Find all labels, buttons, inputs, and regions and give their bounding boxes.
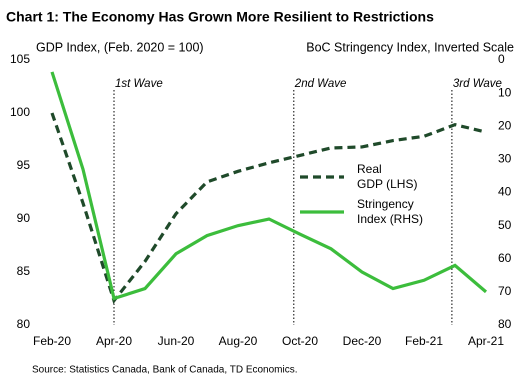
x-tick-label: Apr-20 xyxy=(96,334,132,348)
wave-label: 2nd Wave xyxy=(294,78,347,90)
chart-title: Chart 1: The Economy Has Grown More Resi… xyxy=(6,9,434,25)
legend-label: Real GDP (LHS) xyxy=(357,162,417,191)
y-tick-label: 80 xyxy=(17,317,31,331)
legend-label: Stringency Index (RHS) xyxy=(357,197,423,226)
x-tick-label: Jun-20 xyxy=(158,334,195,348)
y2-tick-label: 10 xyxy=(498,85,512,99)
y-tick-label: 90 xyxy=(17,211,31,225)
x-tick-label: Feb-20 xyxy=(33,334,71,348)
y2-tick-label: 0 xyxy=(498,52,505,66)
x-tick-label: Feb-21 xyxy=(405,334,443,348)
y2-tick-label: 30 xyxy=(498,152,512,166)
series-line xyxy=(50,71,488,301)
x-tick-label: Oct-20 xyxy=(282,334,318,348)
y2-tick-label: 70 xyxy=(498,284,512,298)
y2-tick-label: 60 xyxy=(498,251,512,265)
y2-tick-label: 50 xyxy=(498,218,512,232)
wave-label: 3rd Wave xyxy=(453,78,502,90)
y-axis-label: GDP Index, (Feb. 2020 = 100) xyxy=(36,40,204,54)
source-note: Source: Statistics Canada, Bank of Canad… xyxy=(32,365,298,376)
y-tick-label: 105 xyxy=(10,52,30,66)
x-tick-label: Dec-20 xyxy=(343,334,382,348)
y-tick-label: 100 xyxy=(10,105,30,119)
x-tick-label: Apr-21 xyxy=(468,334,504,348)
x-tick-label: Aug-20 xyxy=(219,334,258,348)
y2-tick-label: 80 xyxy=(498,317,512,331)
y2-axis-label: BoC Stringency Index, Inverted Scale xyxy=(306,40,514,54)
y2-tick-label: 20 xyxy=(498,118,512,132)
y2-tick-label: 40 xyxy=(498,185,512,199)
y-tick-label: 95 xyxy=(17,158,31,172)
series-line xyxy=(50,112,487,304)
wave-label: 1st Wave xyxy=(115,78,163,90)
y-tick-label: 85 xyxy=(17,264,31,278)
